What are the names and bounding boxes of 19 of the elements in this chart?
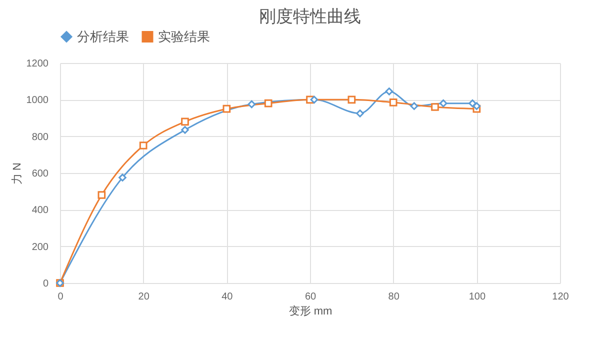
- x-tick-label: 40: [222, 292, 234, 302]
- legend-label: 实验结果: [158, 28, 210, 44]
- x-tick-label: 80: [388, 292, 400, 302]
- y-axis-title: 力 N: [10, 162, 24, 184]
- x-tick-label: 60: [304, 292, 316, 302]
- y-tick-label: 800: [32, 132, 49, 143]
- y-tick-label: 1200: [26, 58, 49, 70]
- x-tick-label: 20: [138, 292, 150, 302]
- x-tick-label: 120: [552, 292, 570, 302]
- legend-label: 分析结果: [77, 28, 129, 44]
- y-tick-label: 1000: [26, 95, 49, 106]
- x-tick-label: 100: [468, 292, 486, 302]
- x-axis-title: 变形 mm: [288, 304, 332, 318]
- y-tick-label: 600: [32, 168, 49, 180]
- y-tick-label: 0: [42, 278, 49, 290]
- chart-title: 刚度特性曲线: [259, 7, 361, 26]
- y-tick-label: 400: [32, 205, 49, 216]
- x-tick-label: 0: [58, 292, 64, 302]
- y-tick-label: 200: [32, 242, 49, 253]
